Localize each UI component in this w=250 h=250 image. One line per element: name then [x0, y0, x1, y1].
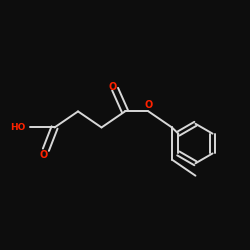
- Text: HO: HO: [10, 123, 25, 132]
- Text: O: O: [108, 82, 116, 92]
- Text: O: O: [39, 150, 48, 160]
- Text: O: O: [144, 100, 152, 110]
